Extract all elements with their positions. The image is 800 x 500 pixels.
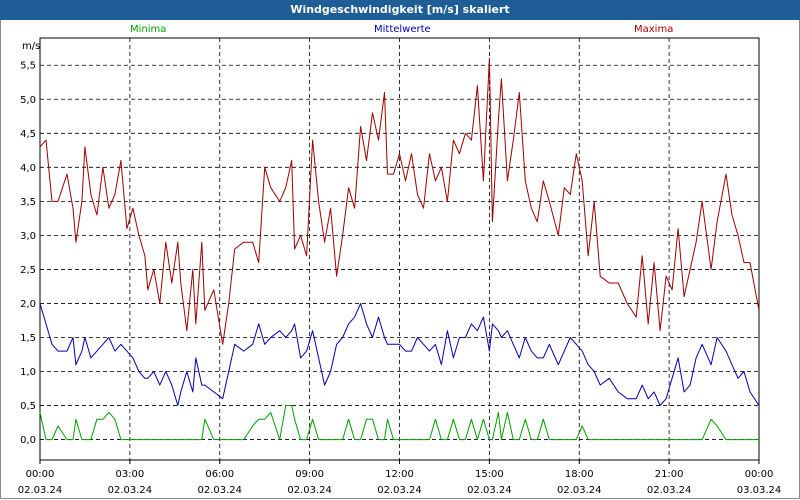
x-tick-date: 02.03.24 — [197, 485, 242, 496]
x-tick-time: 03:00 — [115, 469, 144, 480]
chart-title: Windgeschwindigkeit [m/s] skaliert — [0, 0, 800, 20]
y-tick-label: 1,0 — [20, 367, 36, 378]
series-line-maxima — [39, 57, 760, 345]
y-tick-label: 3,5 — [20, 197, 36, 208]
x-tick-date: 02.03.24 — [647, 485, 692, 496]
y-tick-label: 2,0 — [20, 299, 36, 310]
x-tick-date: 02.03.24 — [557, 485, 602, 496]
y-tick-label: 2,5 — [20, 265, 36, 276]
legend-maxima: Maxima — [634, 24, 674, 35]
x-tick-time: 21:00 — [655, 469, 684, 480]
x-tick-time: 15:00 — [475, 469, 504, 480]
y-tick-label: 5,5 — [20, 61, 36, 72]
legend-minima: Minima — [130, 24, 167, 35]
x-tick-time: 00:00 — [26, 469, 55, 480]
x-tick-time: 06:00 — [205, 469, 234, 480]
grid-lines — [40, 38, 759, 460]
x-tick-date: 02.03.24 — [108, 485, 153, 496]
series-line-minima — [39, 405, 759, 441]
x-tick-date: 02.03.24 — [467, 485, 512, 496]
y-tick-label: 5,0 — [20, 95, 36, 106]
x-tick-labels: 00:00 02.03.24 03:00 02.03.24 06:00 02.03.24 0… — [18, 460, 782, 496]
x-tick-time: 18:00 — [565, 469, 594, 480]
y-tick-label: 0,0 — [20, 435, 36, 446]
series-lines — [39, 57, 760, 441]
y-tick-label: 3,0 — [20, 231, 36, 242]
y-tick-label: 4,0 — [20, 163, 36, 174]
x-tick-time: 09:00 — [295, 469, 324, 480]
x-tick-date: 02.03.24 — [287, 485, 332, 496]
y-tick-labels: 0,0 0,5 1,0 1,5 2,0 2,5 3,0 3,5 4,0 4,5 5,0 5,5 — [20, 61, 36, 446]
series-line-mittelwerte — [39, 303, 760, 406]
x-tick-date: 02.03.24 — [377, 485, 422, 496]
x-tick-date: 02.03.24 — [18, 485, 63, 496]
x-tick-date: 03.03.24 — [737, 485, 782, 496]
y-tick-label: 4,5 — [20, 129, 36, 140]
legend-mittelwerte: Mittelwerte — [374, 24, 431, 35]
x-tick-time: 12:00 — [385, 469, 414, 480]
axes: m/s — [22, 37, 760, 461]
y-tick-label: 0,5 — [20, 401, 36, 412]
y-tick-label: 1,5 — [20, 333, 36, 344]
y-axis-unit-label: m/s — [22, 41, 40, 52]
x-tick-time: 00:00 — [745, 469, 774, 480]
